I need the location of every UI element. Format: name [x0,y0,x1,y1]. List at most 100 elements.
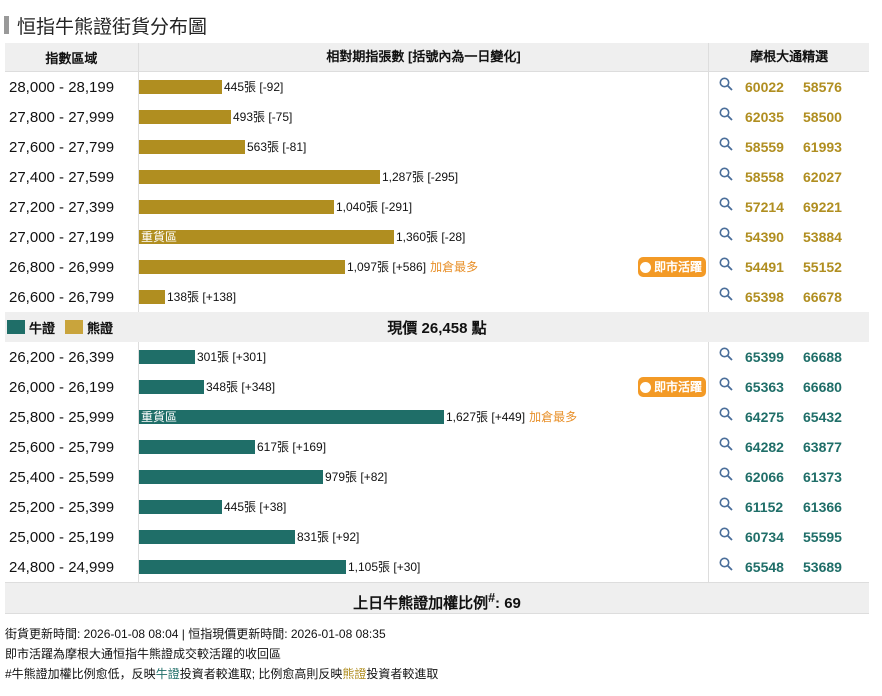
footer-ratio-note-b: 投資者較進取; 比例愈高則反映 [179,667,343,681]
search-icon[interactable] [719,107,733,121]
footer-bear-word: 熊證 [342,667,367,681]
search-icon[interactable] [719,77,733,91]
bull-row: 26,200 - 26,399 301張 [+301] 65399 66688 [5,342,869,372]
search-icon[interactable] [719,527,733,541]
quantity-label: 1,627張 [+449] 加倉最多 [446,410,577,424]
weighted-ratio: 上日牛熊證加權比例#: 69 [5,582,869,613]
ratio-value: : 69 [495,595,521,612]
search-icon[interactable] [719,437,733,451]
bull-row: 25,200 - 25,399 445張 [+38] 61152 61366 [5,492,869,522]
hot-dot-icon [639,261,651,273]
pick-code-link[interactable]: 66680 [803,379,842,395]
search-icon[interactable] [719,167,733,181]
search-icon[interactable] [719,407,733,421]
bear-row: 27,000 - 27,199 重貨區 1,360張 [-28] 54390 53884 [5,222,869,252]
bull-row: 24,800 - 24,999 1,105張 [+30] 65548 53689 [5,552,869,582]
bear-row: 27,800 - 27,999 493張 [-75] 62035 58500 [5,102,869,132]
pick-code-link[interactable]: 55595 [803,529,842,545]
pick-code-link[interactable]: 54390 [745,229,784,245]
range-cell: 27,200 - 27,399 [9,198,115,216]
pick-code-link[interactable]: 64282 [745,439,784,455]
quantity-cell: 重貨區 1,627張 [+449] 加倉最多 [138,402,709,432]
bear-bar [139,140,245,154]
search-icon[interactable] [719,377,733,391]
picks-cell: 62035 58500 [709,107,869,125]
quantity-text: 1,105張 [+30] [348,560,421,574]
search-icon[interactable] [719,467,733,481]
bull-bar [139,500,222,514]
pick-code-link[interactable]: 54491 [745,259,784,275]
pick-code-link[interactable]: 62035 [745,109,784,125]
footer-ratio-note-c: 投資者較進取 [366,667,439,681]
pick-code-link[interactable]: 62066 [745,469,784,485]
bear-bar [139,110,231,124]
range-cell: 25,600 - 25,799 [9,438,115,456]
range-cell: 27,600 - 27,799 [9,138,115,156]
legend-bear-swatch [65,320,84,334]
search-icon[interactable] [719,257,733,271]
hot-dot-icon [639,381,651,393]
quantity-cell: 1,287張 [-295] [138,162,709,192]
footer-bull-word: 牛證 [155,667,180,681]
hot-badge[interactable]: 即市活躍 [637,257,706,277]
search-icon[interactable] [719,137,733,151]
pick-code-link[interactable]: 55152 [803,259,842,275]
pick-code-link[interactable]: 58576 [803,79,842,95]
pick-code-link[interactable]: 65432 [803,409,842,425]
bear-bar [139,170,380,184]
quantity-label: 1,040張 [-291] [336,200,412,214]
pick-code-link[interactable]: 66688 [803,349,842,365]
quantity-cell: 1,040張 [-291] [138,192,709,222]
quantity-text: 1,360張 [-28] [396,230,466,244]
hot-badge[interactable]: 即市活躍 [637,377,706,397]
pick-code-link[interactable]: 60022 [745,79,784,95]
pick-code-link[interactable]: 57214 [745,199,784,215]
quantity-text: 831張 [+92] [297,530,360,544]
picks-cell: 65548 53689 [709,557,869,575]
heavy-zone-label: 重貨區 [141,410,178,424]
pick-code-link[interactable]: 58558 [745,169,784,185]
search-icon[interactable] [719,197,733,211]
pick-code-link[interactable]: 61373 [803,469,842,485]
search-icon[interactable] [719,227,733,241]
quantity-text: 445張 [+38] [224,500,287,514]
range-cell: 24,800 - 24,999 [9,558,115,576]
pick-code-link[interactable]: 63877 [803,439,842,455]
legend-bear: 熊證 [65,318,113,337]
footer-update-times: 街貨更新時間: 2026-01-08 08:04 | 恒指現價更新時間: 202… [5,627,386,641]
current-price-row: 牛證 熊證 現價 26,458 點 [5,312,869,342]
pick-code-link[interactable]: 66678 [803,289,842,305]
pick-code-link[interactable]: 58559 [745,139,784,155]
pick-code-link[interactable]: 69221 [803,199,842,215]
search-icon[interactable] [719,497,733,511]
pick-code-link[interactable]: 62027 [803,169,842,185]
pick-code-link[interactable]: 60734 [745,529,784,545]
pick-code-link[interactable]: 61993 [803,139,842,155]
pick-code-link[interactable]: 61366 [803,499,842,515]
bear-section: 28,000 - 28,199 445張 [-92] 60022 58576 27,80… [5,72,869,312]
pick-code-link[interactable]: 64275 [745,409,784,425]
quantity-cell: 563張 [-81] [138,132,709,162]
quantity-label: 1,287張 [-295] [382,170,458,184]
range-cell: 28,000 - 28,199 [9,78,115,96]
quantity-label: 563張 [-81] [247,140,306,154]
search-icon[interactable] [719,287,733,301]
quantity-text: 979張 [+82] [325,470,388,484]
picks-cell: 54491 55152 [709,257,869,275]
pick-code-link[interactable]: 65399 [745,349,784,365]
table-header: 指數區域 相對期指張數 [括號內為一日變化] 摩根大通精選 [5,43,869,72]
search-icon[interactable] [719,347,733,361]
search-icon[interactable] [719,557,733,571]
quantity-cell: 重貨區 1,360張 [-28] [138,222,709,252]
pick-code-link[interactable]: 53884 [803,229,842,245]
pick-code-link[interactable]: 61152 [745,499,784,515]
current-price: 現價 26,458 點 [387,319,487,337]
bear-row: 27,200 - 27,399 1,040張 [-291] 57214 69221 [5,192,869,222]
pick-code-link[interactable]: 58500 [803,109,842,125]
pick-code-link[interactable]: 53689 [803,559,842,575]
pick-code-link[interactable]: 65363 [745,379,784,395]
hot-badge-label: 即市活躍 [653,380,702,394]
pick-code-link[interactable]: 65548 [745,559,784,575]
pick-code-link[interactable]: 65398 [745,289,784,305]
legend-bear-label: 熊證 [87,320,114,336]
